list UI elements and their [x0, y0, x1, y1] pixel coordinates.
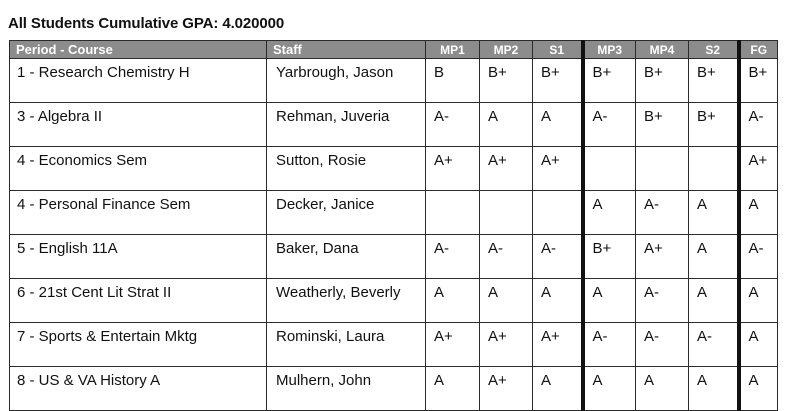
grade-cell-fg: A- — [736, 234, 778, 279]
grade-cell-s1: B+ — [532, 58, 583, 103]
staff-cell: Sutton, Rosie — [266, 146, 426, 191]
grade-cell-mp3: A- — [580, 102, 636, 147]
grade-cell-mp2: A- — [479, 234, 533, 279]
grade-cell-mp1: A+ — [425, 322, 480, 367]
grade-cell-mp1: B — [425, 58, 480, 103]
grade-cell-mp1 — [425, 190, 480, 235]
course-cell: 4 - Economics Sem — [9, 146, 267, 191]
course-cell: 4 - Personal Finance Sem — [9, 190, 267, 235]
grade-cell-s2: A — [688, 234, 739, 279]
grade-cell-fg: A- — [736, 102, 778, 147]
grade-cell-mp3 — [580, 146, 636, 191]
cumulative-gpa-title: All Students Cumulative GPA: 4.020000 — [8, 15, 285, 32]
grade-cell-s2: A — [688, 278, 739, 323]
grade-cell-mp1: A- — [425, 102, 480, 147]
grade-cell-s1 — [532, 190, 583, 235]
grade-cell-mp2 — [479, 190, 533, 235]
grade-cell-s1: A- — [532, 234, 583, 279]
header-course: Period - Course — [9, 40, 267, 59]
grade-cell-mp2: A — [479, 278, 533, 323]
grade-cell-mp4: A- — [635, 322, 689, 367]
grade-cell-mp4: B+ — [635, 58, 689, 103]
table-row: 5 - English 11A Baker, Dana A- A- A- B+ A+ A A- — [9, 234, 778, 279]
course-cell: 7 - Sports & Entertain Mktg — [9, 322, 267, 367]
grade-cell-mp2: A+ — [479, 322, 533, 367]
staff-cell: Rominski, Laura — [266, 322, 426, 367]
grade-cell-mp4 — [635, 146, 689, 191]
grade-cell-fg: B+ — [736, 58, 778, 103]
table-row: 4 - Economics Sem Sutton, Rosie A+ A+ A+ A+ — [9, 146, 778, 191]
grade-cell-mp1: A+ — [425, 146, 480, 191]
grade-cell-mp3: A — [580, 190, 636, 235]
grade-cell-mp1: A — [425, 278, 480, 323]
grade-cell-s2: A — [688, 190, 739, 235]
grade-cell-mp3: B+ — [580, 234, 636, 279]
grade-cell-fg: A — [736, 322, 778, 367]
table-row: 7 - Sports & Entertain Mktg Rominski, Lau… — [9, 322, 778, 367]
grade-cell-s2: B+ — [688, 58, 739, 103]
header-mp4: MP4 — [635, 40, 689, 59]
grade-cell-mp2: B+ — [479, 58, 533, 103]
staff-cell: Rehman, Juveria — [266, 102, 426, 147]
grade-cell-mp4: A- — [635, 190, 689, 235]
staff-cell: Baker, Dana — [266, 234, 426, 279]
grade-cell-s2: A- — [688, 322, 739, 367]
grade-cell-mp4: B+ — [635, 102, 689, 147]
table-row: 4 - Personal Finance Sem Decker, Janice A A… — [9, 190, 778, 235]
table-row: 1 - Research Chemistry H Yarbrough, Jason… — [9, 58, 778, 103]
grade-cell-mp3: B+ — [580, 58, 636, 103]
course-cell: 3 - Algebra II — [9, 102, 267, 147]
course-cell: 1 - Research Chemistry H — [9, 58, 267, 103]
grades-table: Period - Course Staff MP1 MP2 S1 MP3 MP4… — [9, 40, 778, 411]
grade-cell-mp4: A- — [635, 278, 689, 323]
grade-cell-mp4: A+ — [635, 234, 689, 279]
grade-cell-fg: A — [736, 190, 778, 235]
header-mp3: MP3 — [580, 40, 636, 59]
grade-cell-s1: A+ — [532, 322, 583, 367]
grade-cell-s1: A+ — [532, 146, 583, 191]
grade-cell-s1: A — [532, 102, 583, 147]
header-row: Period - Course Staff MP1 MP2 S1 MP3 MP4… — [9, 40, 778, 59]
header-s1: S1 — [532, 40, 583, 59]
table-row: 6 - 21st Cent Lit Strat II Weatherly, Bev… — [9, 278, 778, 323]
staff-cell: Yarbrough, Jason — [266, 58, 426, 103]
grade-cell-s2: B+ — [688, 102, 739, 147]
course-cell: 5 - English 11A — [9, 234, 267, 279]
grade-cell-mp3: A- — [580, 322, 636, 367]
grade-cell-fg: A — [736, 278, 778, 323]
header-mp1: MP1 — [425, 40, 480, 59]
header-s2: S2 — [688, 40, 739, 59]
staff-cell: Decker, Janice — [266, 190, 426, 235]
grade-cell-mp1: A- — [425, 234, 480, 279]
grade-cell-mp3: A — [580, 278, 636, 323]
grade-cell-mp2: A — [479, 102, 533, 147]
header-fg: FG — [736, 40, 778, 59]
table-row: 3 - Algebra II Rehman, Juveria A- A A A- B+ B+ A… — [9, 102, 778, 147]
grade-cell-mp2: A+ — [479, 146, 533, 191]
staff-cell: Weatherly, Beverly — [266, 278, 426, 323]
grade-cell-fg: A+ — [736, 146, 778, 191]
course-cell: 6 - 21st Cent Lit Strat II — [9, 278, 267, 323]
grade-cell-s1: A — [532, 278, 583, 323]
header-mp2: MP2 — [479, 40, 533, 59]
grade-cell-s2 — [688, 146, 739, 191]
header-staff: Staff — [266, 40, 426, 59]
